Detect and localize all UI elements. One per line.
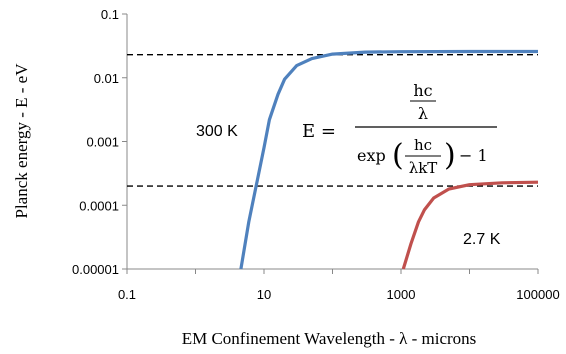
y-tick-label: 0.00001 xyxy=(72,262,119,277)
y-axis-title: Planck energy - E - eV xyxy=(12,63,31,219)
formula-inner-bottom: λkT xyxy=(409,159,438,177)
label-2-7k: 2.7 K xyxy=(463,231,501,248)
y-tick-labels: 0.1 0.01 0.001 0.0001 0.00001 xyxy=(72,7,119,277)
y-tick-label: 0.1 xyxy=(101,7,119,22)
formula-minus-one: − 1 xyxy=(459,146,488,165)
x-tick-label: 100000 xyxy=(516,287,559,302)
x-tick-label: 10 xyxy=(257,287,271,302)
axes xyxy=(122,13,539,274)
series-lines xyxy=(239,49,539,270)
label-300k: 300 K xyxy=(196,123,238,140)
formula-lhs: E = xyxy=(302,121,336,142)
formula-paren-left: ( xyxy=(392,138,404,173)
formula-inner-top: hc xyxy=(414,136,432,154)
formula-paren-right: ) xyxy=(444,138,456,173)
planck-formula: E = hc λ exp ( hc λkT ) − 1 xyxy=(302,81,497,177)
x-tick-label: 0.1 xyxy=(118,287,136,302)
x-axis-title: EM Confinement Wavelength - λ - microns xyxy=(182,329,477,348)
formula-num-top: hc xyxy=(413,81,432,100)
series-line-2-7-k xyxy=(401,180,539,270)
y-tick-label: 0.001 xyxy=(86,135,119,150)
x-tick-label: 1000 xyxy=(387,287,416,302)
series-line-300-k xyxy=(239,49,538,270)
formula-exp: exp xyxy=(357,146,386,165)
y-tick-label: 0.0001 xyxy=(79,198,119,213)
formula-num-bottom: λ xyxy=(418,104,428,123)
x-tick-labels: 0.1 10 1000 100000 xyxy=(118,287,560,302)
y-tick-label: 0.01 xyxy=(94,71,119,86)
